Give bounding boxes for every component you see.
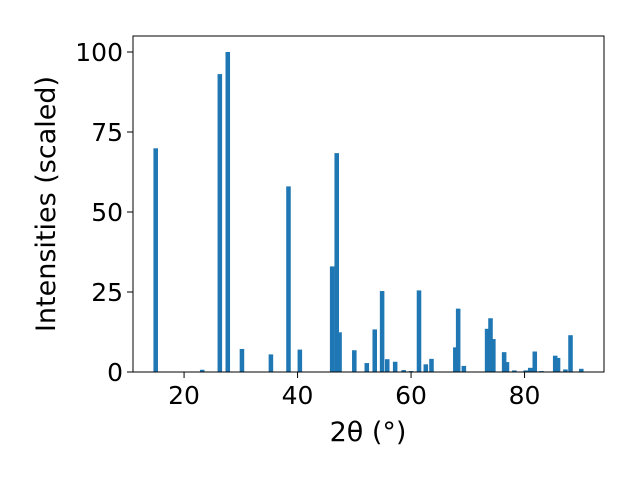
bar-mark: [379, 291, 385, 372]
y-axis-ticks: 0 25 50 75 100: [75, 38, 133, 387]
x-tick-label: 60: [395, 381, 427, 410]
bar-mark: [512, 370, 517, 372]
bar-mark: [225, 52, 231, 372]
bar-mark: [352, 350, 357, 372]
y-tick-label: 75: [91, 118, 123, 147]
y-tick-label: 25: [91, 278, 123, 307]
bar-mark: [337, 332, 342, 372]
plot-frame: [132, 35, 605, 373]
bar-mark: [555, 357, 561, 372]
bar-mark: [334, 153, 339, 372]
bars-layer: [153, 52, 584, 372]
bar-mark: [568, 335, 573, 372]
bar-mark: [239, 348, 245, 372]
bar-mark: [488, 318, 493, 372]
bar-mark: [423, 364, 429, 372]
bar-mark: [364, 363, 370, 372]
bar-mark: [501, 352, 507, 372]
bar-mark: [527, 367, 533, 372]
bar-mark: [552, 355, 558, 372]
bar-mark: [453, 347, 458, 372]
bar-mark: [484, 328, 490, 372]
bar-mark: [416, 290, 422, 372]
x-tick-label: 40: [282, 381, 314, 410]
x-tick-label: 80: [509, 381, 541, 410]
bar-mark: [384, 359, 390, 372]
bar-mark: [329, 266, 335, 372]
bar-mark: [392, 361, 398, 372]
x-axis-ticks: 20 40 60 80: [168, 372, 540, 410]
bar-mark: [455, 308, 461, 372]
bar-mark: [286, 186, 291, 372]
y-tick-label: 50: [91, 198, 123, 227]
bar-mark: [217, 74, 223, 372]
bar-mark: [579, 368, 584, 372]
x-axis-label: 2θ (°): [330, 417, 407, 448]
bar-mark: [153, 148, 158, 372]
bar-mark: [297, 349, 303, 372]
y-axis-label: Intensities (scaled): [31, 76, 62, 332]
bar-mark: [429, 358, 434, 372]
bar-mark: [504, 362, 510, 372]
y-tick-label: 0: [107, 358, 123, 387]
bar-mark: [532, 351, 538, 372]
bar-mark: [372, 329, 378, 372]
bar-mark: [199, 369, 205, 372]
y-tick-label: 100: [75, 38, 123, 67]
bar-mark: [523, 370, 528, 372]
bar-mark: [563, 369, 568, 372]
bar-mark: [461, 365, 467, 372]
bar-mark: [401, 370, 406, 372]
bar-mark: [491, 339, 496, 372]
x-tick-label: 20: [168, 381, 200, 410]
bar-mark: [268, 354, 274, 372]
